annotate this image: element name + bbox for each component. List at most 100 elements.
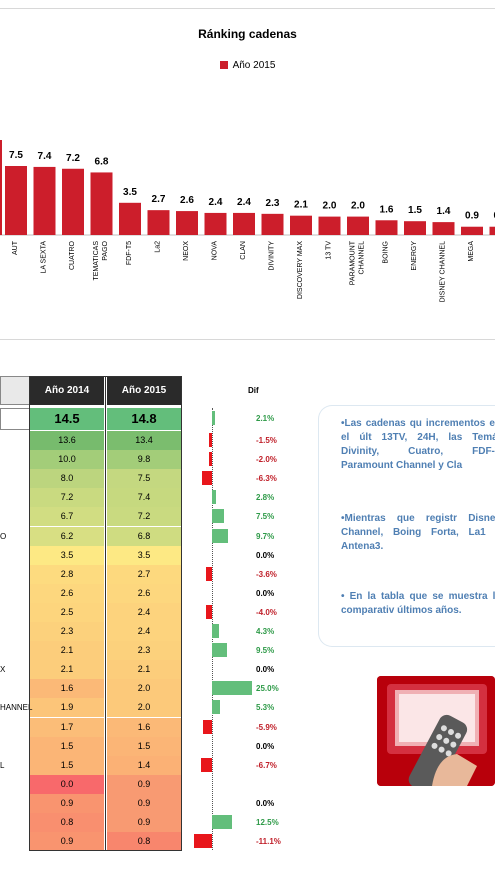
cell-2015: 1.4 xyxy=(107,755,181,775)
note-paragraph-1: •Las cadenas qu incrementos en el últ 13… xyxy=(341,418,495,471)
total-2014: 14.5 xyxy=(30,408,104,430)
data-label-16: 0.9 xyxy=(465,211,479,222)
dif-value-6: 0.0% xyxy=(256,550,275,560)
tick-label-6: NEOX xyxy=(183,241,190,261)
section-divider xyxy=(0,339,495,340)
cell-2014: 7.2 xyxy=(30,488,104,508)
data-label-17: 0.9 xyxy=(494,211,495,222)
bar-11 xyxy=(318,216,341,235)
dif-value-10: 4.3% xyxy=(256,627,275,636)
cell-2014: 10.0 xyxy=(30,450,104,470)
dif-value-total: 2.1% xyxy=(256,414,275,423)
tick-label-3: TEMATICAS xyxy=(93,241,100,281)
tick-label-5: La2 xyxy=(154,241,161,253)
tick-label-4: FDF-T5 xyxy=(126,241,133,265)
bar-partial xyxy=(0,140,2,235)
tick-label-12: PARAMOUNT xyxy=(349,240,356,285)
data-label-2: 7.2 xyxy=(66,153,80,164)
bar-8 xyxy=(233,212,255,235)
data-label-9: 2.3 xyxy=(266,198,280,209)
dif-bar-3 xyxy=(212,490,217,505)
legend-label: Año 2015 xyxy=(232,60,276,71)
dif-bar-2 xyxy=(201,471,212,486)
row-name: X xyxy=(0,665,6,675)
cell-2014: 0.9 xyxy=(30,832,104,852)
cell-2014: 2.1 xyxy=(30,641,104,661)
cell-2014: 3.5 xyxy=(30,545,104,565)
dif-bar-15 xyxy=(202,719,212,734)
data-label-3: 6.8 xyxy=(95,156,109,167)
bar-13 xyxy=(375,220,398,235)
dif-bar-9 xyxy=(205,604,212,619)
bar-2 xyxy=(62,168,84,235)
dif-value-3: 2.8% xyxy=(256,493,275,503)
dif-value-1: -2.0% xyxy=(256,455,277,465)
dif-value-8: 0.0% xyxy=(256,588,275,598)
dif-bar-11 xyxy=(212,643,228,658)
tv-remote-image xyxy=(377,676,495,786)
data-label-6: 2.6 xyxy=(180,195,194,206)
bar-17 xyxy=(489,226,495,235)
row-name: HANNEL xyxy=(0,703,33,713)
data-label-7: 2.4 xyxy=(209,197,223,208)
tick-label-10: DISCOVERY MAX xyxy=(297,241,304,299)
dif-value-11: 9.5% xyxy=(256,646,275,656)
dif-value-4: 7.5% xyxy=(256,512,275,522)
cell-2015: 2.0 xyxy=(107,679,181,699)
data-label-13: 1.6 xyxy=(380,204,394,215)
cell-2015: 7.4 xyxy=(107,488,181,508)
cell-2014: 2.6 xyxy=(30,583,104,603)
tick-label-12: CHANNEL xyxy=(358,241,365,275)
dif-bar-7 xyxy=(206,566,212,581)
bar-10 xyxy=(290,215,312,235)
bar-16 xyxy=(461,226,483,235)
data-label-1: 7.4 xyxy=(38,151,52,162)
cell-2015: 6.8 xyxy=(107,526,181,546)
data-label-14: 1.5 xyxy=(408,205,422,216)
dif-value-16: 0.0% xyxy=(256,741,275,751)
dif-value-15: -5.9% xyxy=(256,722,277,732)
cell-2014: 2.8 xyxy=(30,564,104,584)
tick-label-7: NOVA xyxy=(211,241,218,261)
cell-2015: 1.6 xyxy=(107,717,181,737)
row-name: O xyxy=(0,531,7,541)
dif-value-0: -1.5% xyxy=(256,436,277,445)
cell-2014: 13.6 xyxy=(30,431,104,450)
cell-2014: 2.1 xyxy=(30,660,104,680)
bar-9 xyxy=(261,213,284,235)
cell-2014: 1.6 xyxy=(30,679,104,699)
cell-2015: 7.5 xyxy=(107,469,181,489)
cell-2015: 13.4 xyxy=(107,431,181,450)
bar-5 xyxy=(147,210,170,235)
dif-value-14: 5.3% xyxy=(256,703,275,713)
cell-2015: 2.1 xyxy=(107,660,181,680)
legend-swatch xyxy=(219,61,228,69)
cell-2014: 2.5 xyxy=(30,602,104,622)
cell-2014: 6.2 xyxy=(30,526,104,546)
tick-label-9: DIVINITY xyxy=(268,241,275,271)
dif-bar-17 xyxy=(201,757,212,772)
bar-7 xyxy=(204,212,227,235)
dif-bar-4 xyxy=(212,509,224,524)
header-2014: Año 2014 xyxy=(30,376,104,405)
cell-2015: 7.2 xyxy=(107,507,181,527)
bar-4 xyxy=(119,202,141,235)
dif-bar-5 xyxy=(212,528,228,543)
chart-legend: Año 2015 xyxy=(0,60,495,71)
data-label-10: 2.1 xyxy=(294,200,308,211)
cell-2015: 2.4 xyxy=(107,602,181,622)
dif-bar-20 xyxy=(212,815,232,829)
cell-2015: 3.5 xyxy=(107,545,181,565)
dif-bar-13 xyxy=(212,681,252,696)
dif-value-19: 0.0% xyxy=(256,798,275,808)
cell-2014: 0.9 xyxy=(30,793,104,813)
cell-2015: 0.9 xyxy=(107,774,181,794)
dif-bar-total xyxy=(212,411,216,425)
dif-bar-21 xyxy=(194,834,212,849)
dif-bar-1 xyxy=(208,452,212,467)
dif-bar-14 xyxy=(212,700,221,715)
notes-box xyxy=(318,405,495,647)
table-col-separator xyxy=(105,376,106,852)
data-label-0: 7.5 xyxy=(9,150,23,161)
